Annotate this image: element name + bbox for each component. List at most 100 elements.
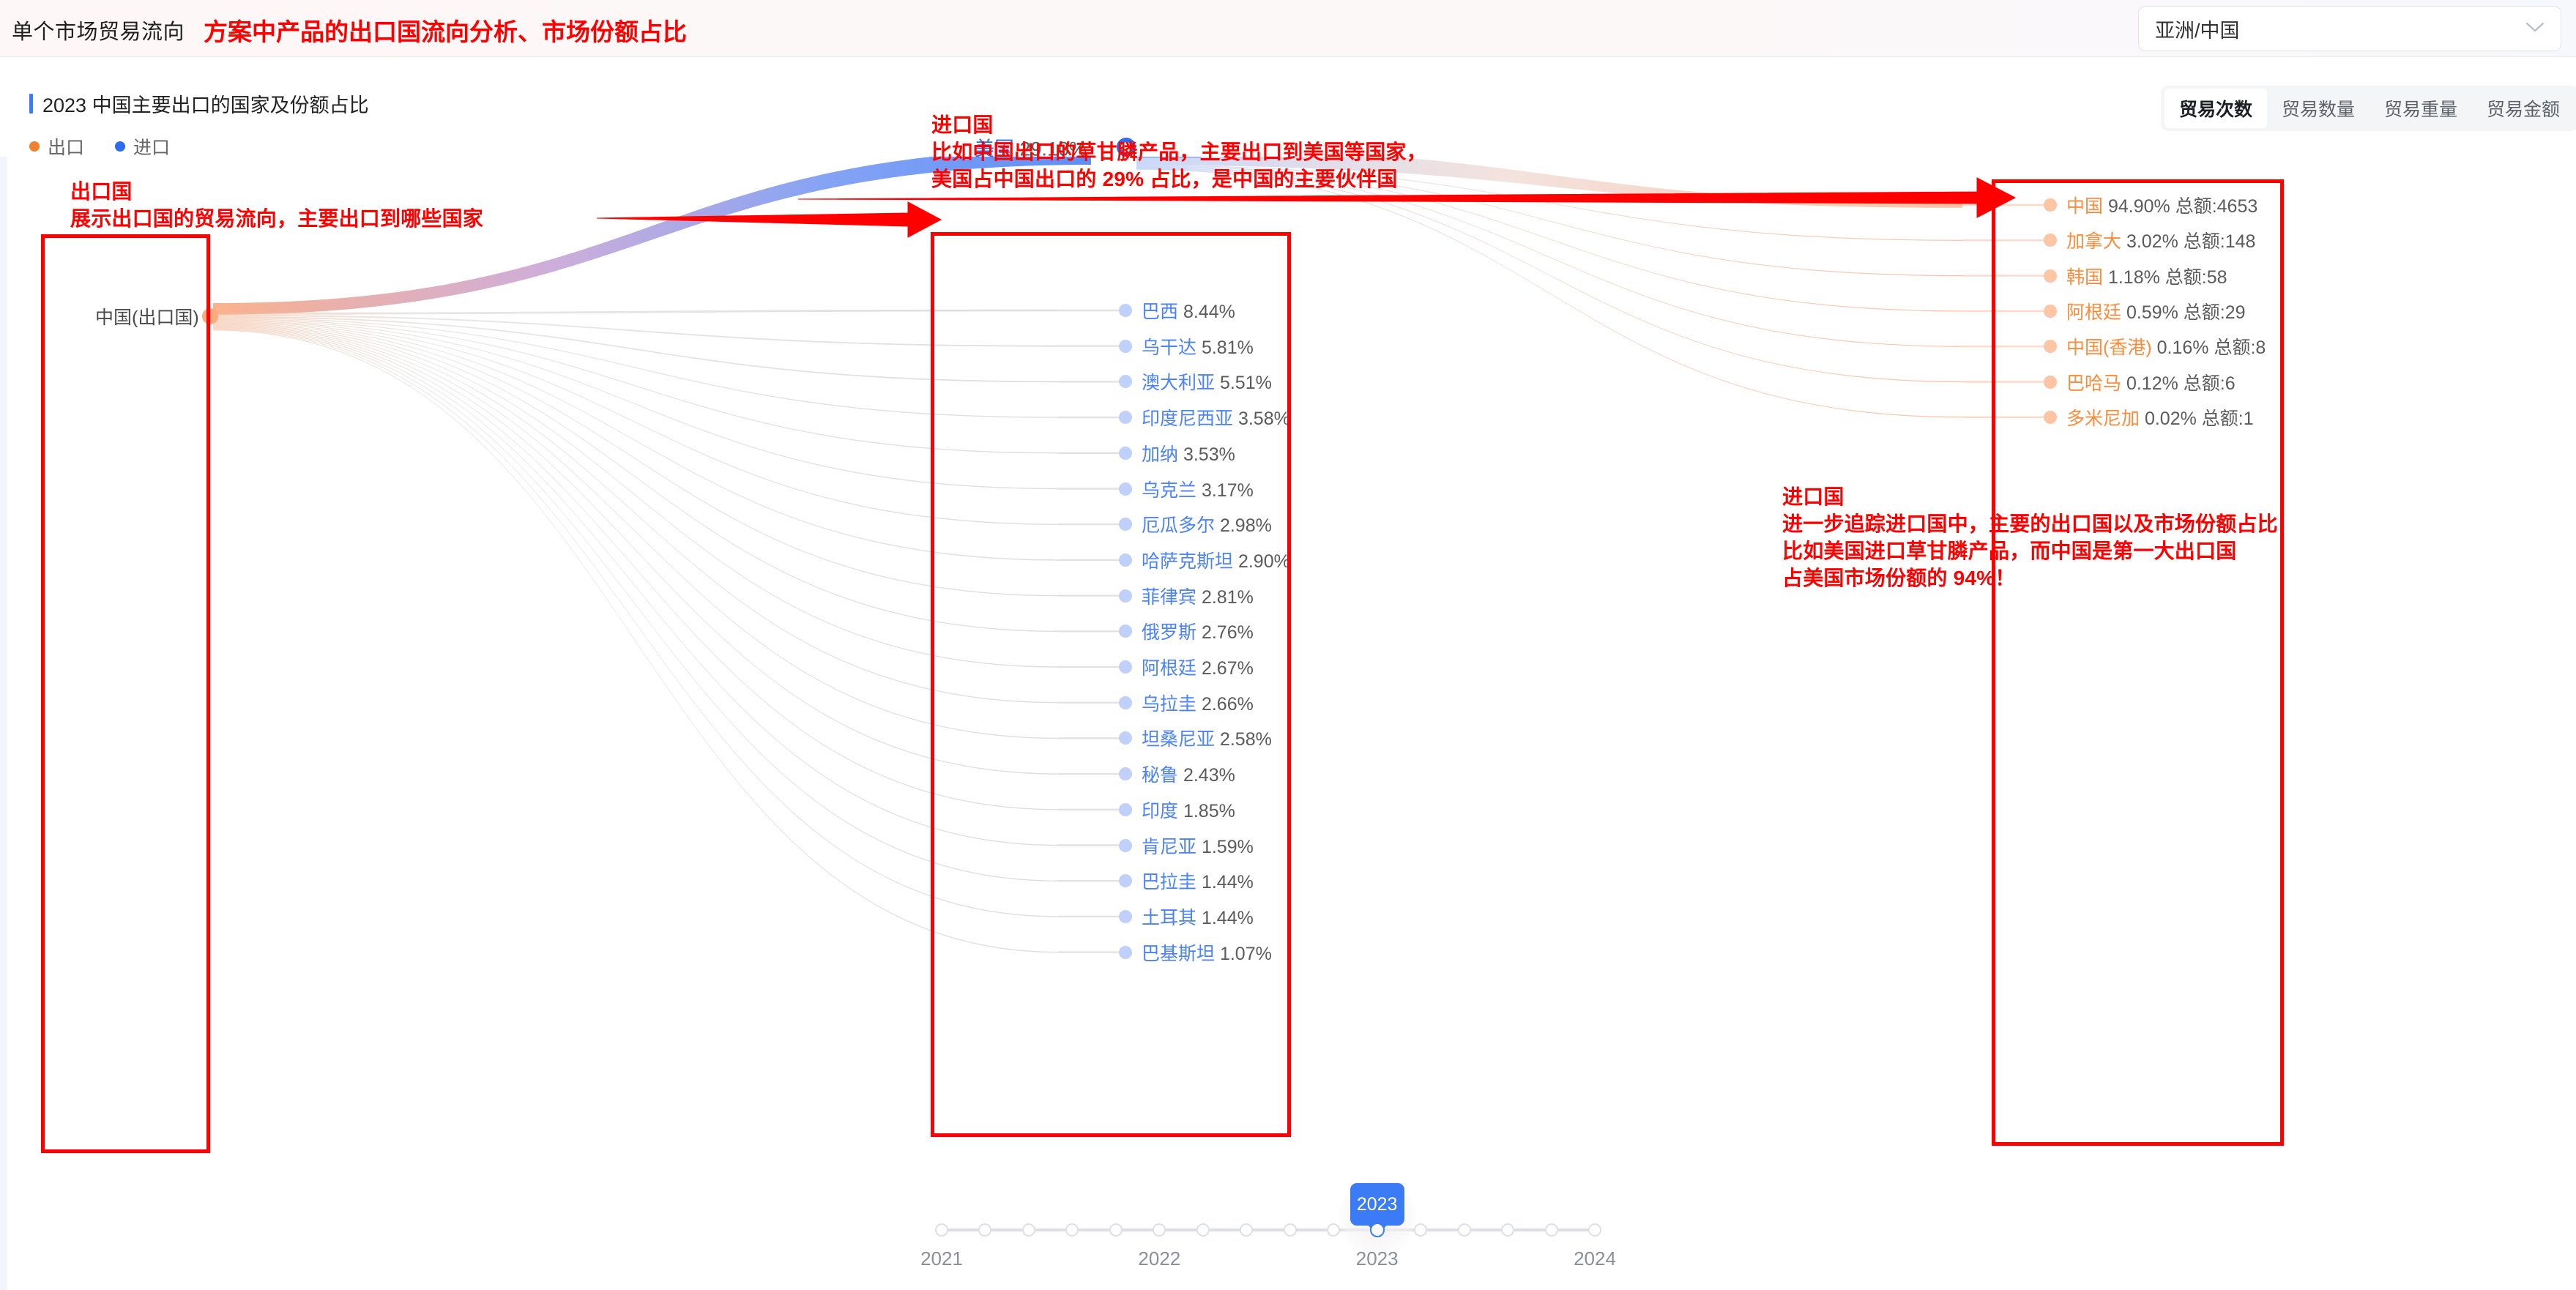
node-supplier-label[interactable]: 韩国 1.18% 总额:58	[2066, 263, 2227, 289]
node-target-label[interactable]: 巴西 8.44%	[1142, 297, 1235, 324]
target-country-name: 土耳其	[1142, 907, 1197, 928]
timeline-tick[interactable]	[1588, 1223, 1601, 1237]
supplier-country-amount: 总额:58	[2159, 266, 2227, 288]
legend-item-import[interactable]: 进口	[115, 133, 170, 160]
node-supplier-dot[interactable]	[2044, 340, 2057, 354]
target-country-name: 巴基斯坦	[1142, 943, 1216, 964]
links-source-to-targets	[213, 157, 1091, 953]
target-country-pct: 1.59%	[1196, 836, 1254, 857]
node-target-label[interactable]: 巴拉圭 1.44%	[1142, 868, 1254, 894]
node-target-dot[interactable]	[1119, 802, 1132, 816]
node-supplier-dot[interactable]	[2044, 269, 2057, 283]
node-supplier-label[interactable]: 加拿大 3.02% 总额:148	[2066, 227, 2255, 253]
timeline-tick[interactable]	[1065, 1223, 1079, 1237]
flow-link	[213, 321, 1058, 597]
node-target-label[interactable]: 乌干达 5.81%	[1142, 333, 1254, 359]
node-target-label[interactable]: 厄瓜多尔 2.98%	[1142, 511, 1272, 537]
label-connector-stubs	[1058, 157, 2044, 953]
timeline-tick[interactable]	[1021, 1223, 1035, 1237]
node-supplier-dot[interactable]	[2044, 198, 2057, 212]
node-supplier-label[interactable]: 多米尼加 0.02% 总额:1	[2066, 404, 2254, 430]
timeline-year-label[interactable]: 2021	[920, 1248, 963, 1270]
node-target-dot[interactable]	[1119, 482, 1132, 496]
node-target-label[interactable]: 土耳其 1.44%	[1142, 903, 1254, 930]
node-target-dot[interactable]	[1119, 339, 1132, 353]
node-target-dot[interactable]	[1119, 874, 1132, 888]
timeline-selected-bubble[interactable]: 2023	[1350, 1183, 1404, 1226]
page-title: 单个市场贸易流向	[12, 20, 185, 44]
node-target-dot[interactable]	[1119, 375, 1132, 389]
node-target-label[interactable]: 菲律宾 2.81%	[1142, 583, 1254, 609]
node-target-dot[interactable]	[1119, 518, 1132, 532]
node-target-dot[interactable]	[1119, 731, 1132, 745]
node-target-dot[interactable]	[1119, 553, 1132, 567]
timeline-year-label[interactable]: 2023	[1355, 1248, 1399, 1270]
node-target-label[interactable]: 俄罗斯 2.76%	[1142, 618, 1254, 644]
timeline-tick[interactable]	[1196, 1223, 1210, 1237]
node-target-label[interactable]: 秘鲁 2.43%	[1142, 761, 1235, 787]
node-supplier-label[interactable]: 中国 94.90% 总额:4653	[2066, 192, 2257, 218]
tab-trade-amount[interactable]: 贸易金额	[2487, 100, 2561, 120]
node-target-label[interactable]: 加纳 3.53%	[1142, 440, 1235, 466]
timeline-tick[interactable]	[1109, 1223, 1123, 1237]
node-us-dot[interactable]	[1117, 138, 1136, 157]
node-target-dot[interactable]	[1119, 909, 1132, 923]
node-target-dot[interactable]	[1119, 767, 1132, 781]
node-target-label[interactable]: 澳大利亚 5.51%	[1142, 368, 1272, 395]
node-supplier-dot[interactable]	[2044, 410, 2057, 424]
timeline-tick[interactable]	[1327, 1223, 1341, 1237]
node-target-dot[interactable]	[1119, 945, 1132, 959]
node-target-label[interactable]: 巴基斯坦 1.07%	[1142, 939, 1272, 966]
timeline-year-label[interactable]: 2024	[1574, 1248, 1616, 1270]
node-supplier-dot[interactable]	[2044, 304, 2057, 318]
tab-trade-weight[interactable]: 贸易重量	[2384, 100, 2458, 120]
timeline-year-label[interactable]: 2022	[1138, 1248, 1181, 1270]
node-target-dot[interactable]	[1119, 411, 1132, 425]
chevron-down-icon	[2525, 21, 2545, 37]
node-target-label[interactable]: 哈萨克斯坦 2.90%	[1142, 547, 1290, 573]
timeline-tick[interactable]	[1414, 1223, 1428, 1237]
node-us-label[interactable]: 美国 29.10%	[975, 138, 1087, 160]
node-supplier-label[interactable]: 巴哈马 0.12% 总额:6	[2066, 369, 2236, 395]
timeline-tick[interactable]	[935, 1223, 948, 1237]
node-target-dot[interactable]	[1119, 589, 1132, 603]
region-select[interactable]: 亚洲/中国	[2138, 6, 2561, 51]
node-target-dot[interactable]	[1119, 660, 1132, 674]
flow-link	[213, 320, 1058, 525]
node-target-label[interactable]: 阿根廷 2.67%	[1142, 654, 1254, 680]
node-supplier-dot[interactable]	[2044, 234, 2057, 247]
node-target-dot[interactable]	[1119, 304, 1132, 317]
target-country-name: 秘鲁	[1142, 765, 1179, 786]
node-supplier-dot[interactable]	[2044, 375, 2057, 389]
node-target-label[interactable]: 乌克兰 3.17%	[1142, 476, 1254, 502]
timeline-tick[interactable]	[1369, 1223, 1385, 1237]
timeline-tick[interactable]	[1240, 1223, 1254, 1237]
tab-trade-count[interactable]: 贸易次数	[2164, 89, 2268, 128]
timeline-tick[interactable]	[1544, 1223, 1558, 1237]
node-target-label[interactable]: 印度尼西亚 3.58%	[1142, 404, 1290, 430]
timeline-tick[interactable]	[1501, 1223, 1515, 1237]
node-supplier-label[interactable]: 中国(香港) 0.16% 总额:8	[2066, 333, 2266, 359]
node-target-label[interactable]: 印度 1.85%	[1142, 797, 1235, 823]
timeline-track[interactable]	[942, 1229, 1595, 1231]
node-target-label[interactable]: 乌拉圭 2.66%	[1142, 690, 1254, 716]
target-country-pct: 3.58%	[1233, 409, 1290, 430]
node-target-dot[interactable]	[1119, 625, 1132, 638]
tab-trade-qty[interactable]: 贸易数量	[2282, 100, 2356, 120]
node-target-dot[interactable]	[1119, 446, 1132, 460]
supplier-country-amount: 总额:8	[2208, 338, 2266, 359]
timeline-tick[interactable]	[1153, 1223, 1166, 1237]
node-target-dot[interactable]	[1119, 838, 1132, 852]
legend-item-export[interactable]: 出口	[29, 133, 84, 160]
node-target-dot[interactable]	[1119, 696, 1132, 709]
timeline-tick[interactable]	[1457, 1223, 1471, 1237]
node-source-dot[interactable]	[202, 308, 218, 324]
supplier-country-name: 阿根廷	[2066, 302, 2122, 323]
node-target-label[interactable]: 肯尼亚 1.59%	[1142, 832, 1254, 859]
node-target-label[interactable]: 坦桑尼亚 2.58%	[1142, 725, 1272, 751]
timeline-tick[interactable]	[1283, 1223, 1297, 1237]
year-timeline-slider[interactable]: 2023 2021 2022 2023 2024	[920, 1177, 1653, 1290]
node-supplier-label[interactable]: 阿根廷 0.59% 总额:29	[2066, 298, 2246, 324]
supplier-country-pct: 0.16%	[2151, 338, 2209, 359]
timeline-tick[interactable]	[978, 1223, 992, 1237]
